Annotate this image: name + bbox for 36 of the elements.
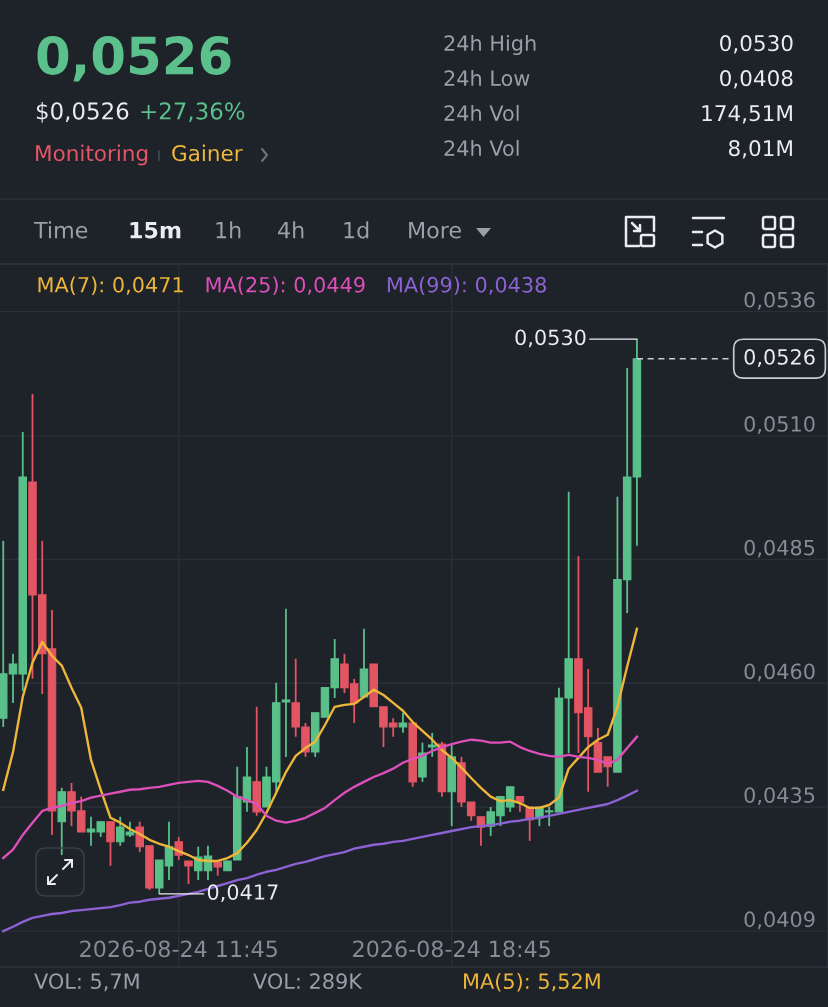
text: 0,0530 (720, 34, 793, 54)
y-tick-label: 0,0435 (744, 787, 815, 806)
y-tick-label: 0,0409 (744, 911, 815, 930)
chart-title: 0,0526 (37, 36, 231, 82)
text: 24h Vol (444, 139, 519, 157)
text: 24h High (444, 34, 536, 56)
text: MA(5): 5,52M (464, 972, 600, 992)
text: 15m (130, 221, 181, 239)
text: MA(7): 0,0471 (38, 276, 183, 296)
text: 174,51M (702, 105, 792, 124)
text: MA(99): 0,0438 (387, 276, 546, 296)
text: Time (33, 221, 88, 239)
annotation: 0,0530 (515, 329, 586, 348)
x-tick-label: 2026-08-24 11:45 (80, 940, 277, 958)
y-tick-label: 0,0510 (744, 416, 815, 434)
text: $0,0526 (36, 101, 129, 123)
text: 0,0408 (720, 69, 793, 89)
text: 8,01M (728, 139, 792, 159)
text: +27,36% (141, 102, 245, 122)
text: VOL: 289K (253, 973, 363, 990)
text: 24h Low (444, 69, 530, 87)
text: Monitoring (36, 144, 148, 166)
y-tick-label: 0,0460 (744, 663, 815, 682)
annotation: 0,0417 (207, 884, 278, 903)
text: More (409, 221, 461, 239)
text: 1h (216, 221, 241, 239)
text: 4h (278, 221, 304, 239)
y-tick-label: 0,0485 (744, 539, 815, 558)
x-tick-label: 2026-08-24 18:45 (353, 940, 550, 958)
text: 24h Vol (444, 104, 519, 122)
y-tick-label: 0,0536 (744, 291, 815, 310)
text: MA(25): 0,0449 (206, 276, 365, 296)
ref-line-label: 0,0526 (744, 349, 815, 367)
text: 1d (344, 221, 369, 239)
text: VOL: 5,7M (34, 973, 139, 992)
text: Gainer (172, 144, 243, 162)
